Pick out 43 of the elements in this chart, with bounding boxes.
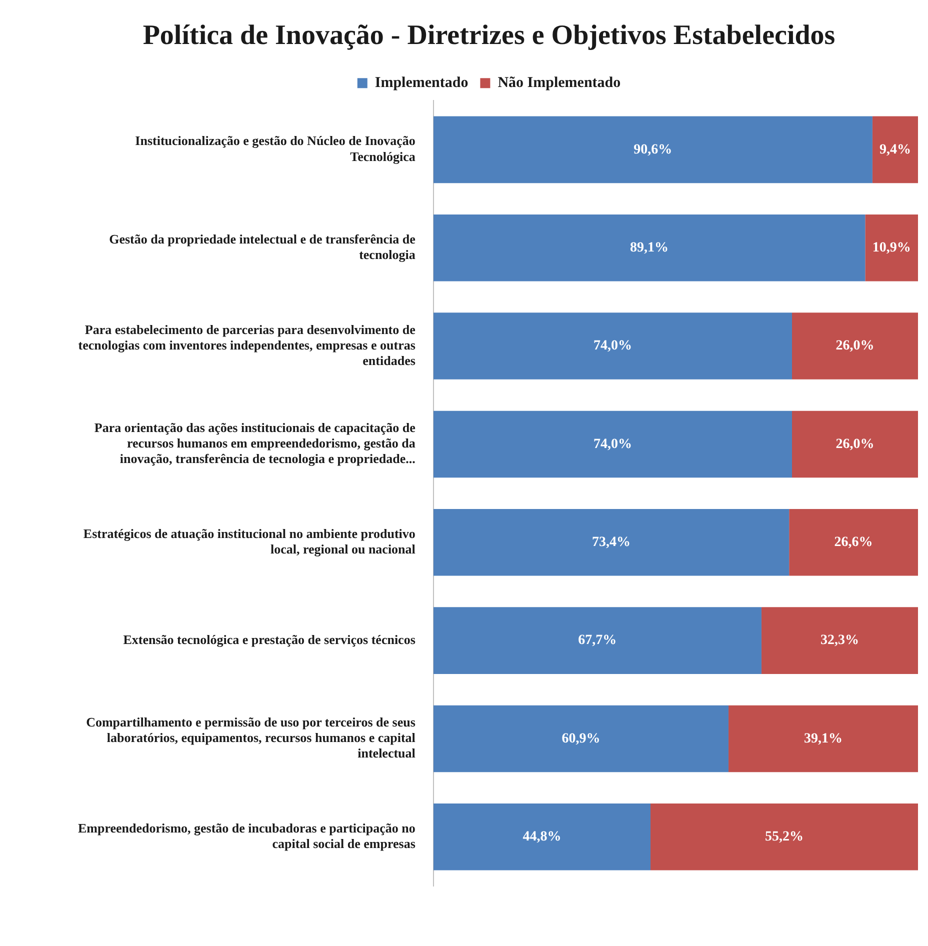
bar bbox=[865, 214, 918, 282]
bar bbox=[433, 116, 872, 184]
data-label: 44,8% bbox=[522, 830, 562, 845]
y-tick-label: Empreendedorismo, gestão de incubadoras e participação no capital social de empresas bbox=[78, 820, 416, 852]
data-label: 55,2% bbox=[765, 830, 804, 845]
bar bbox=[433, 410, 792, 478]
y-tick-label: Para orientação das ações institucionais de capacitação de recursos humanos em empreendedorismo, gestão da inovação, transferência de tecnologia e propriedade... bbox=[94, 420, 416, 466]
data-label: 26,0% bbox=[836, 338, 874, 354]
data-label: 73,4% bbox=[592, 534, 630, 550]
data-label: 60,9% bbox=[562, 731, 600, 746]
bar bbox=[433, 509, 790, 576]
bar bbox=[433, 804, 650, 870]
bar bbox=[433, 312, 792, 380]
y-tick-label: Institucionalização e gestão do Núcleo de Inovação Tecnológica bbox=[135, 133, 416, 164]
bar bbox=[728, 705, 918, 772]
data-label: 67,7% bbox=[578, 633, 617, 648]
data-label: 26,6% bbox=[834, 534, 873, 550]
y-tick-label: Estratégicos de atuação institucional no ambiente produtivo local, regional ou nacional bbox=[83, 526, 416, 557]
data-label: 89,1% bbox=[630, 240, 669, 256]
y-tick-label: Compartilhamento e permissão de uso por terceiros de seus laboratórios, equipamentos, recursos humanos e capital intelectual bbox=[86, 714, 416, 761]
bar bbox=[789, 509, 918, 576]
bar bbox=[433, 705, 729, 772]
data-label: 39,1% bbox=[804, 731, 843, 746]
bar bbox=[761, 607, 918, 674]
bar bbox=[792, 410, 918, 478]
y-tick-label: Extensão tecnológica e prestação de serviços técnicos bbox=[123, 632, 416, 647]
bar bbox=[792, 312, 918, 380]
data-label: 10,9% bbox=[872, 240, 911, 256]
chart-title: Política de Inovação - Diretrizes e Objetivos Estabelecidos bbox=[142, 20, 836, 52]
legend-label: Não Implementado bbox=[498, 74, 621, 91]
data-label: 90,6% bbox=[634, 142, 672, 158]
bar bbox=[433, 214, 866, 282]
bar bbox=[433, 607, 762, 674]
data-label: 26,0% bbox=[836, 436, 874, 452]
data-label: 32,3% bbox=[820, 633, 859, 648]
bar bbox=[872, 116, 918, 184]
data-label: 74,0% bbox=[593, 436, 632, 452]
legend-label: Implementado bbox=[374, 74, 468, 91]
y-tick-label: Para estabelecimento de parcerias para desenvolvimento de tecnologias com inventores independentes, empresas e outras entidades bbox=[78, 322, 416, 368]
y-tick-label: Gestão da propriedade intelectual e de transferência de tecnologia bbox=[109, 231, 416, 262]
data-label: 9,4% bbox=[879, 142, 911, 158]
bar bbox=[650, 804, 918, 870]
data-label: 74,0% bbox=[593, 338, 632, 354]
